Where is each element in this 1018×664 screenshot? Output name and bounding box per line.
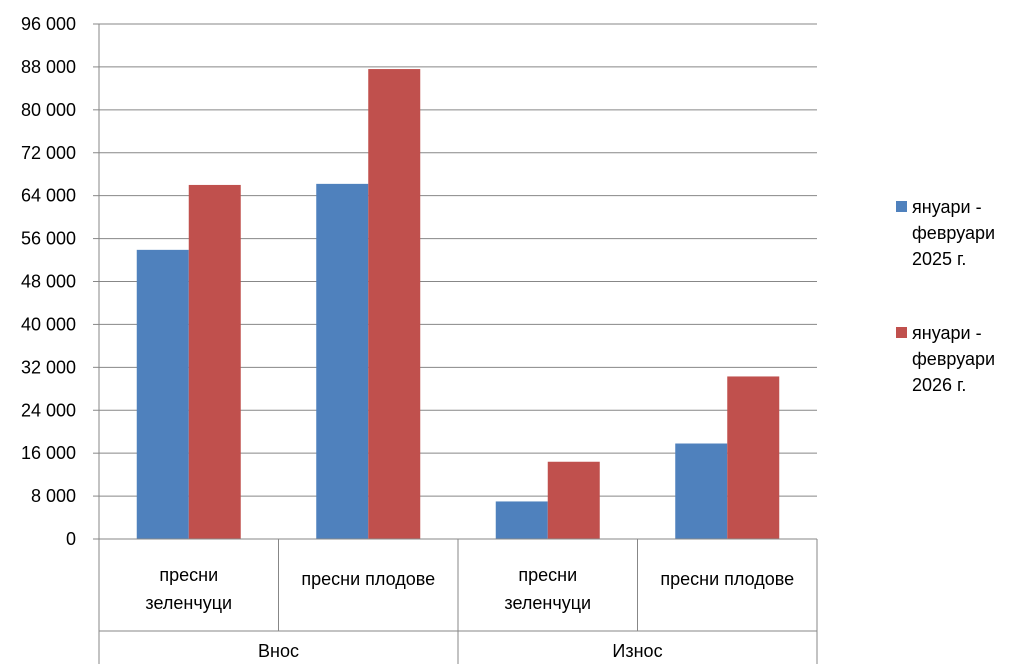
y-tick-label: 96 000	[21, 14, 76, 34]
y-tick-label: 16 000	[21, 443, 76, 463]
y-tick-label: 32 000	[21, 357, 76, 377]
y-axis-ticks: 0 8 000 16 000 24 000 32 000 40 000 48 000 56 0…	[21, 14, 99, 549]
bar-series2-cat3	[547, 461, 600, 539]
y-tick-label: 56 000	[21, 229, 76, 249]
y-tick-label: 40 000	[21, 314, 76, 334]
legend-label: януари -	[912, 323, 982, 343]
bar-series1-cat3	[495, 501, 548, 539]
bar-series1-cat1	[136, 249, 189, 540]
legend: януари - февруари 2025 г. януари - февруари 2…	[896, 197, 995, 395]
category-label: пресни	[159, 565, 218, 585]
bar-series1-cat4	[675, 443, 728, 539]
category-label: зеленчуци	[504, 593, 591, 613]
group-label: Износ	[612, 641, 662, 661]
bar-series2-cat1	[188, 184, 241, 539]
y-tick-label: 64 000	[21, 186, 76, 206]
category-label: пресни	[518, 565, 577, 585]
category-label: пресни плодове	[660, 569, 794, 589]
x-axis-labels: пресни зеленчуци пресни плодове Внос пресни з…	[145, 565, 794, 661]
y-tick-label: 8 000	[31, 486, 76, 506]
y-tick-label: 80 000	[21, 100, 76, 120]
y-tick-label: 48 000	[21, 272, 76, 292]
legend-label: февруари	[912, 223, 995, 243]
legend-label: 2025 г.	[912, 249, 966, 269]
legend-swatch-series1	[896, 201, 907, 212]
y-tick-label: 24 000	[21, 400, 76, 420]
y-tick-label: 0	[66, 529, 76, 549]
legend-label: февруари	[912, 349, 995, 369]
bar-series2-cat2	[368, 69, 421, 539]
legend-label: януари -	[912, 197, 982, 217]
category-label: зеленчуци	[145, 593, 232, 613]
category-label: пресни плодове	[301, 569, 435, 589]
bar-series1-cat2	[316, 183, 369, 540]
axes	[98, 24, 818, 664]
bar-series2-cat4	[727, 376, 780, 539]
bars	[136, 69, 780, 540]
legend-label: 2026 г.	[912, 375, 966, 395]
y-tick-label: 88 000	[21, 57, 76, 77]
y-tick-label: 72 000	[21, 143, 76, 163]
group-label: Внос	[258, 641, 299, 661]
legend-swatch-series2	[896, 327, 907, 338]
